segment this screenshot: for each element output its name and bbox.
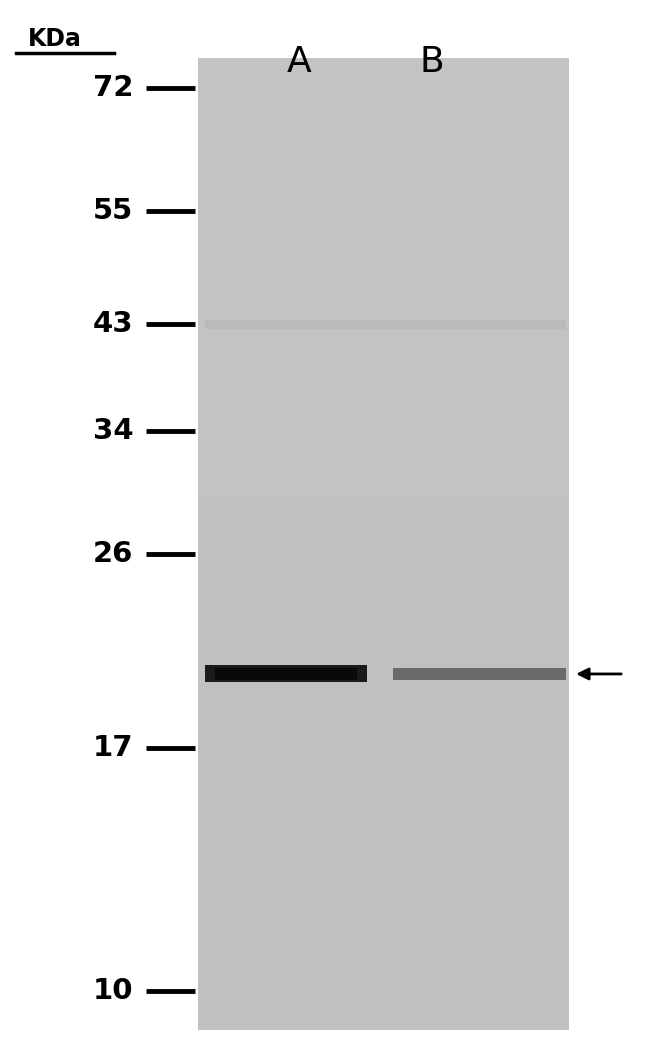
Bar: [205, 666, 367, 683]
Text: 72: 72: [93, 73, 133, 102]
Text: 26: 26: [93, 539, 133, 568]
Text: 43: 43: [92, 309, 133, 338]
Text: KDa: KDa: [29, 27, 82, 51]
Bar: [214, 668, 358, 681]
Text: 17: 17: [92, 734, 133, 763]
Text: 34: 34: [92, 417, 133, 445]
Bar: [198, 58, 569, 496]
Text: 10: 10: [93, 977, 133, 1006]
Bar: [393, 668, 566, 680]
Text: B: B: [420, 45, 445, 79]
Bar: [205, 321, 566, 329]
Text: 55: 55: [93, 196, 133, 225]
Text: A: A: [287, 45, 311, 79]
Bar: [198, 58, 569, 1030]
